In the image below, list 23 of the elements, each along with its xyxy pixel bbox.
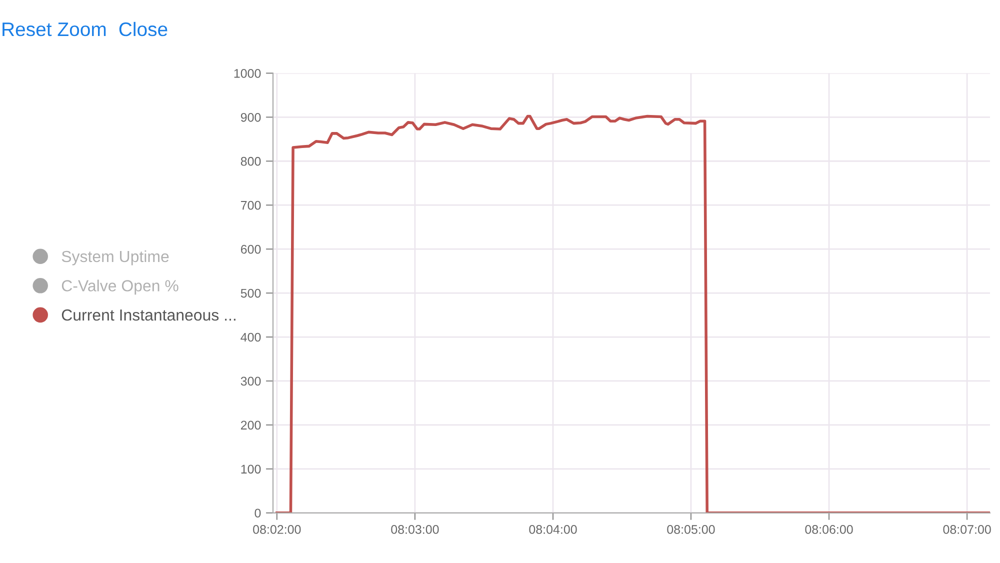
x-tick-label: 08:05:00 bbox=[667, 525, 715, 534]
y-tick-label: 0 bbox=[254, 508, 261, 518]
legend-label: C-Valve Open % bbox=[62, 280, 178, 295]
x-tick-label: 08:07:00 bbox=[943, 525, 991, 534]
y-tick-label: 900 bbox=[240, 112, 261, 122]
y-tick-label: 300 bbox=[240, 376, 261, 386]
y-tick-label: 200 bbox=[240, 420, 261, 430]
x-tick-label: 08:03:00 bbox=[391, 525, 439, 534]
x-tick-label: 08:04:00 bbox=[529, 525, 577, 534]
text: Close bbox=[119, 22, 168, 36]
y-tick-label: 100 bbox=[241, 464, 261, 474]
y-tick-label: 1000 bbox=[234, 68, 261, 78]
y-tick-label: 600 bbox=[240, 244, 261, 254]
legend-label: System Uptime bbox=[62, 250, 169, 266]
y-tick-label: 500 bbox=[240, 288, 261, 298]
text: Reset Zoom bbox=[2, 22, 106, 36]
y-tick-label: 800 bbox=[240, 156, 261, 166]
line-series bbox=[276, 114, 990, 513]
legend-label: Current Instantaneous ... bbox=[62, 309, 236, 321]
x-tick-label: 08:06:00 bbox=[805, 525, 853, 534]
y-tick-label: 700 bbox=[240, 200, 261, 210]
x-tick-label: 08:02:00 bbox=[253, 525, 301, 534]
y-tick-label: 400 bbox=[240, 332, 261, 342]
